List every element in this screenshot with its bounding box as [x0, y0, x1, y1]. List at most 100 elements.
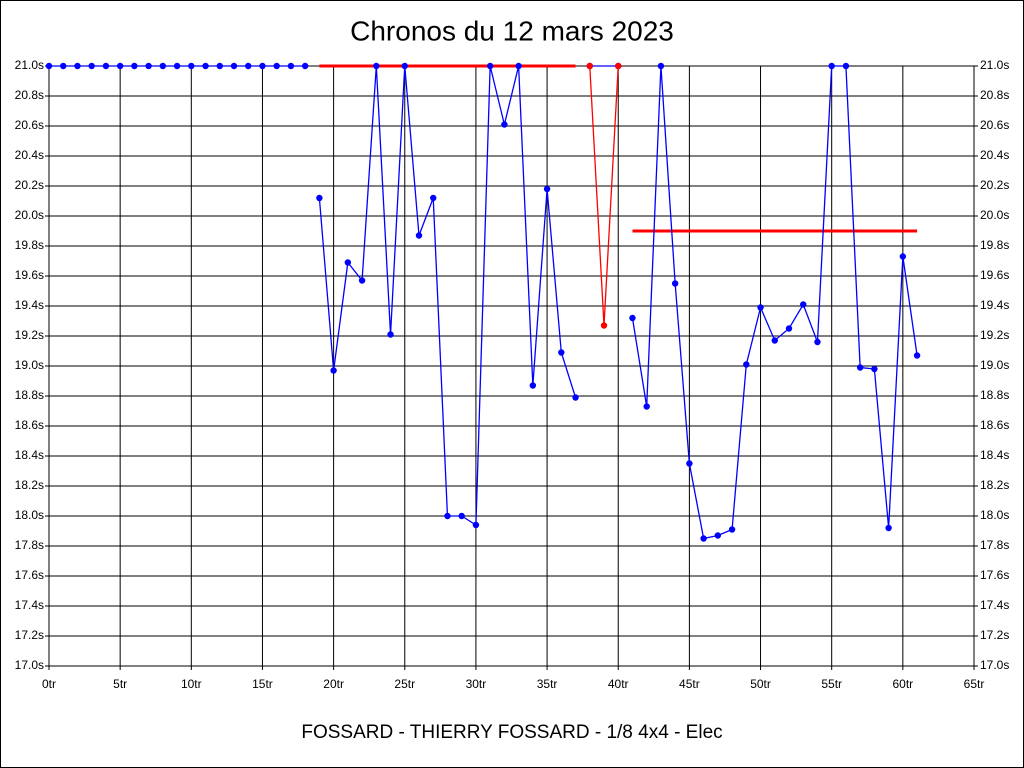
data-point [543, 185, 551, 193]
y2-tick-label: 17.8s [980, 538, 1009, 552]
y-tick-label: 20.0s [15, 208, 44, 222]
data-point [230, 62, 238, 70]
y-tick-label: 19.2s [15, 328, 44, 342]
data-point [273, 62, 280, 70]
data-point [472, 521, 480, 529]
data-point [415, 232, 423, 239]
data-point [116, 62, 124, 70]
y2-tick-label: 18.8s [980, 388, 1009, 402]
y-tick-label: 17.8s [15, 538, 44, 552]
data-point [330, 367, 337, 374]
x-tick-label: 40tr [608, 677, 629, 691]
y-tick-label: 17.4s [15, 598, 44, 612]
data-point [828, 62, 835, 70]
data-point [245, 62, 252, 70]
data-point [800, 301, 807, 308]
data-point [842, 62, 850, 70]
data-point [757, 304, 764, 311]
y2-tick-label: 20.2s [980, 178, 1009, 192]
data-point [344, 259, 352, 266]
data-point [629, 314, 636, 322]
data-point [287, 62, 295, 70]
data-point [785, 325, 793, 332]
data-point [316, 194, 323, 202]
y2-tick-label: 17.2s [980, 628, 1009, 642]
y2-tick-label: 19.0s [980, 358, 1009, 372]
y-tick-label: 19.4s [15, 298, 44, 312]
y2-tick-label: 21.0s [980, 58, 1009, 72]
data-point [131, 62, 138, 70]
x-tick-label: 20tr [323, 677, 344, 691]
data-point [216, 62, 223, 70]
y-tick-label: 18.2s [15, 478, 44, 492]
data-point [301, 62, 309, 70]
x-tick-label: 10tr [181, 677, 202, 691]
data-point [558, 349, 565, 356]
data-point [743, 361, 750, 368]
y-tick-label: 21.0s [15, 58, 44, 72]
y-tick-label: 18.6s [15, 418, 44, 432]
chart-title: Chronos du 12 mars 2023 [350, 15, 674, 46]
y-tick-label: 18.0s [15, 508, 44, 522]
data-point [586, 62, 593, 70]
y-tick-label: 19.6s [15, 268, 44, 282]
x-tick-label: 45tr [679, 677, 700, 691]
data-point [501, 121, 508, 128]
x-tick-label: 50tr [750, 677, 771, 691]
y2-tick-label: 19.8s [980, 238, 1009, 252]
data-point [714, 532, 722, 539]
y2-tick-label: 17.0s [980, 658, 1009, 672]
y-tick-label: 18.8s [15, 388, 44, 402]
data-point [159, 62, 167, 70]
x-tick-label: 55tr [821, 677, 842, 691]
data-point [515, 62, 522, 70]
data-point [74, 62, 81, 70]
data-point [173, 62, 181, 70]
data-point [259, 62, 266, 70]
data-point [60, 62, 67, 70]
x-tick-label: 65tr [964, 677, 985, 691]
data-point [856, 364, 864, 371]
x-tick-label: 5tr [113, 677, 127, 691]
data-point [899, 253, 907, 260]
data-point [444, 512, 451, 520]
y2-tick-label: 17.6s [980, 568, 1009, 582]
y-tick-label: 19.8s [15, 238, 44, 252]
data-point [88, 62, 95, 70]
data-point [814, 338, 821, 346]
data-point [572, 394, 579, 401]
data-point [458, 512, 465, 520]
y2-tick-label: 19.6s [980, 268, 1009, 282]
data-point [657, 62, 665, 70]
y-tick-label: 18.4s [15, 448, 44, 462]
data-point [102, 62, 110, 70]
x-tick-label: 30tr [466, 677, 487, 691]
data-point [700, 535, 707, 542]
data-point [885, 524, 892, 532]
y-tick-label: 20.4s [15, 148, 44, 162]
y2-tick-label: 20.6s [980, 118, 1009, 132]
data-point [387, 331, 394, 338]
data-point [913, 352, 921, 359]
data-point [430, 194, 437, 202]
y2-tick-label: 17.4s [980, 598, 1009, 612]
y2-tick-label: 18.2s [980, 478, 1009, 492]
y2-tick-label: 18.6s [980, 418, 1009, 432]
x-tick-label: 15tr [252, 677, 273, 691]
y-tick-label: 17.2s [15, 628, 44, 642]
data-point [728, 526, 736, 533]
x-tick-label: 25tr [394, 677, 415, 691]
data-point [401, 62, 408, 70]
x-tick-label: 35tr [537, 677, 558, 691]
data-point [202, 62, 209, 70]
y2-tick-label: 18.4s [980, 448, 1009, 462]
y2-tick-label: 19.2s [980, 328, 1009, 342]
data-point [486, 62, 494, 70]
data-point [871, 365, 878, 373]
y-tick-label: 20.2s [15, 178, 44, 192]
data-point [686, 460, 693, 467]
data-point [671, 280, 679, 287]
x-tick-label: 60tr [893, 677, 914, 691]
